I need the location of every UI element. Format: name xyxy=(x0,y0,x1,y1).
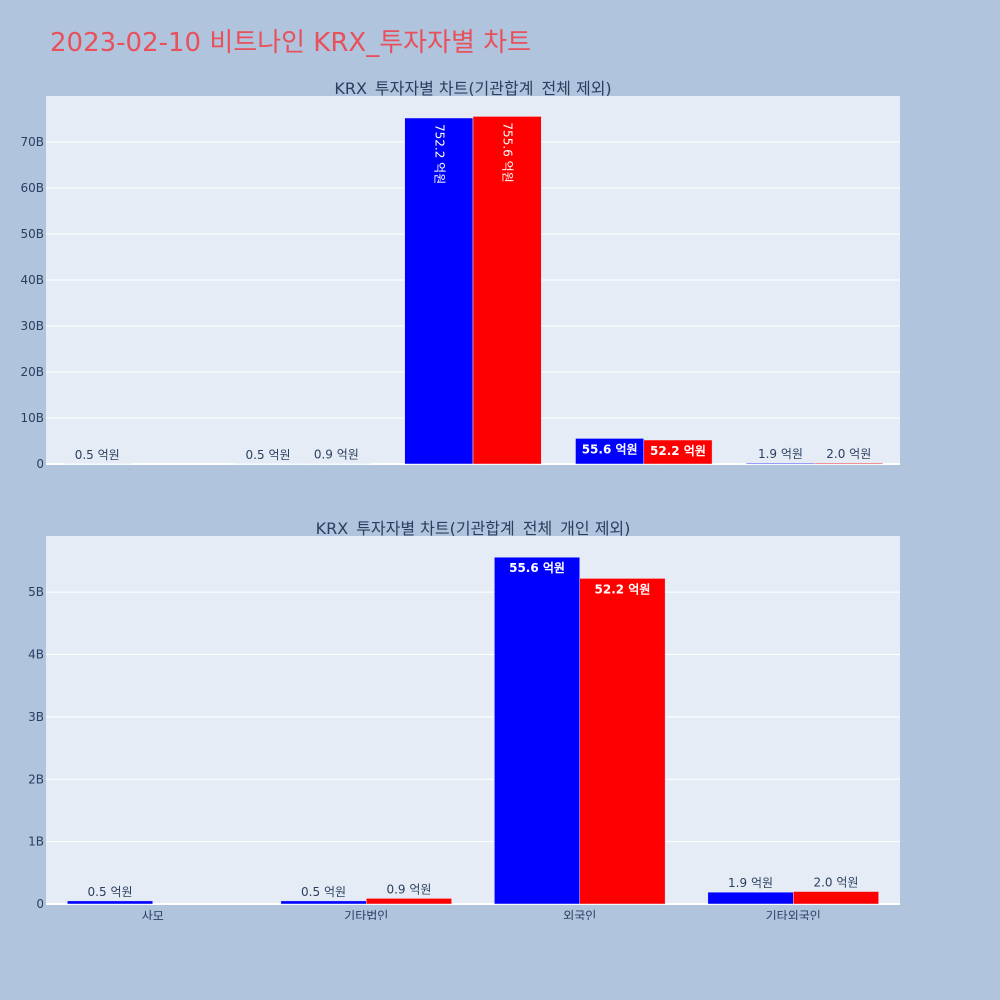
bar-sell xyxy=(643,439,713,465)
chart-bottom: KRX_투자자별 차트(기관합계_전체_개인 제외) 0 1B 2B 3B 4B 5B 사모 0… xyxy=(28,519,900,920)
bar-buy xyxy=(494,556,581,905)
y-tick-label: 60B xyxy=(20,181,44,195)
data-label: 52.2 억원 xyxy=(650,444,706,458)
data-label: 55.6 억원 xyxy=(582,442,638,456)
y-tick-label: 0 xyxy=(36,457,44,470)
data-label: 752.2 억원 xyxy=(432,124,446,184)
plot-area xyxy=(46,536,900,904)
data-label: 0.9 억원 xyxy=(386,882,431,896)
bar-buy xyxy=(404,117,474,465)
data-label: 1.9 억원 xyxy=(758,447,803,461)
y-tick-label: 10B xyxy=(20,411,44,425)
chart-top: KRX_투자자별 차트(기관합계_전체 제외) 0 10B 20B 30B 40B 50B 6… xyxy=(20,79,900,470)
data-label: 52.2 억원 xyxy=(595,582,651,596)
bar-sell xyxy=(366,898,452,905)
y-tick-label: 50B xyxy=(20,227,44,241)
bar-buy xyxy=(67,900,153,905)
y-tick-label: 20B xyxy=(20,365,44,379)
x-tick-label: 기타외국인 xyxy=(766,909,821,920)
bar-buy xyxy=(746,462,815,465)
chart-title: KRX_투자자별 차트(기관합계_전체_개인 제외) xyxy=(316,519,631,539)
data-label: 55.6 억원 xyxy=(509,561,565,575)
y-tick-label: 2B xyxy=(28,772,44,786)
y-tick-label: 40B xyxy=(20,273,44,287)
data-label: 2.0 억원 xyxy=(826,447,871,461)
bar-buy xyxy=(707,891,794,905)
x-tick-label: 사모 xyxy=(120,469,142,470)
data-label: 0.5 억원 xyxy=(75,448,120,462)
data-label: 2.0 억원 xyxy=(813,876,858,890)
data-label: 755.6 억원 xyxy=(501,122,515,182)
data-label: 0.9 억원 xyxy=(314,448,359,462)
x-tick-label: 외국인 xyxy=(627,469,660,470)
x-tick-label: 사모 xyxy=(142,909,164,920)
y-tick-label: 3B xyxy=(28,710,44,724)
chart-title: KRX_투자자별 차트(기관합계_전체 제외) xyxy=(334,79,611,99)
bar-sell xyxy=(793,891,879,905)
data-label: 0.5 억원 xyxy=(246,448,291,462)
y-tick-label: 30B xyxy=(20,319,44,333)
x-tick-label: 기타외국인 xyxy=(787,469,842,470)
y-tick-label: 1B xyxy=(28,835,44,849)
y-tick-label: 4B xyxy=(28,648,44,662)
x-tick-label: 기타법인 xyxy=(344,909,388,920)
x-tick-label: 개인 xyxy=(462,469,484,470)
bar-buy xyxy=(280,900,367,905)
bar-sell xyxy=(579,578,666,905)
y-tick-label: 5B xyxy=(28,585,44,599)
x-tick-label: 기타법인 xyxy=(280,469,324,470)
bar-sell xyxy=(814,462,884,465)
bar-sell xyxy=(472,116,542,465)
data-label: 0.5 억원 xyxy=(301,885,346,899)
x-tick-label: 외국인 xyxy=(563,909,596,920)
y-tick-label: 70B xyxy=(20,135,44,149)
data-label: 0.5 억원 xyxy=(88,885,133,899)
y-tick-label: 0 xyxy=(36,897,44,911)
data-label: 1.9 억원 xyxy=(728,876,773,890)
page-title: 2023-02-10 비트나인 KRX_투자자별 차트 xyxy=(50,28,532,58)
bar-buy xyxy=(575,438,645,465)
